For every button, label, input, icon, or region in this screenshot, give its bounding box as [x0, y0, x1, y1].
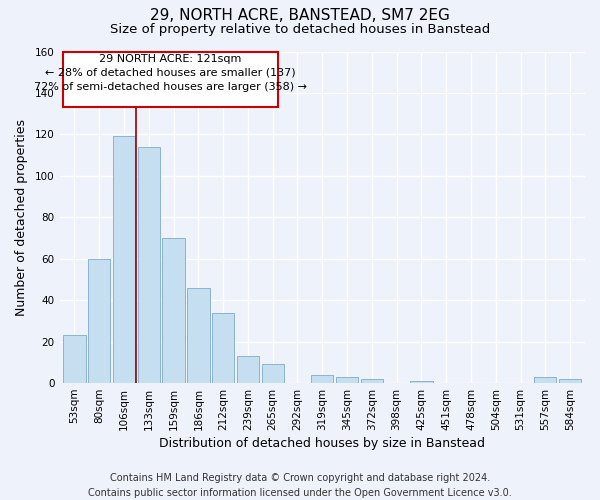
Bar — [113, 136, 135, 383]
Bar — [163, 238, 185, 383]
Bar — [212, 312, 234, 383]
Y-axis label: Number of detached properties: Number of detached properties — [15, 119, 28, 316]
Bar — [262, 364, 284, 383]
Bar — [63, 336, 86, 383]
Bar — [311, 375, 334, 383]
Bar — [88, 258, 110, 383]
Bar — [336, 377, 358, 383]
Bar — [187, 288, 209, 383]
Bar — [137, 147, 160, 383]
X-axis label: Distribution of detached houses by size in Banstead: Distribution of detached houses by size … — [159, 437, 485, 450]
Text: 29, NORTH ACRE, BANSTEAD, SM7 2EG: 29, NORTH ACRE, BANSTEAD, SM7 2EG — [150, 8, 450, 22]
FancyBboxPatch shape — [63, 52, 278, 108]
Bar — [534, 377, 556, 383]
Bar — [559, 379, 581, 383]
Text: Size of property relative to detached houses in Banstead: Size of property relative to detached ho… — [110, 22, 490, 36]
Text: 29 NORTH ACRE: 121sqm
← 28% of detached houses are smaller (137)
72% of semi-det: 29 NORTH ACRE: 121sqm ← 28% of detached … — [34, 54, 307, 92]
Bar — [410, 381, 433, 383]
Bar — [237, 356, 259, 383]
Text: Contains HM Land Registry data © Crown copyright and database right 2024.
Contai: Contains HM Land Registry data © Crown c… — [88, 472, 512, 498]
Bar — [361, 379, 383, 383]
